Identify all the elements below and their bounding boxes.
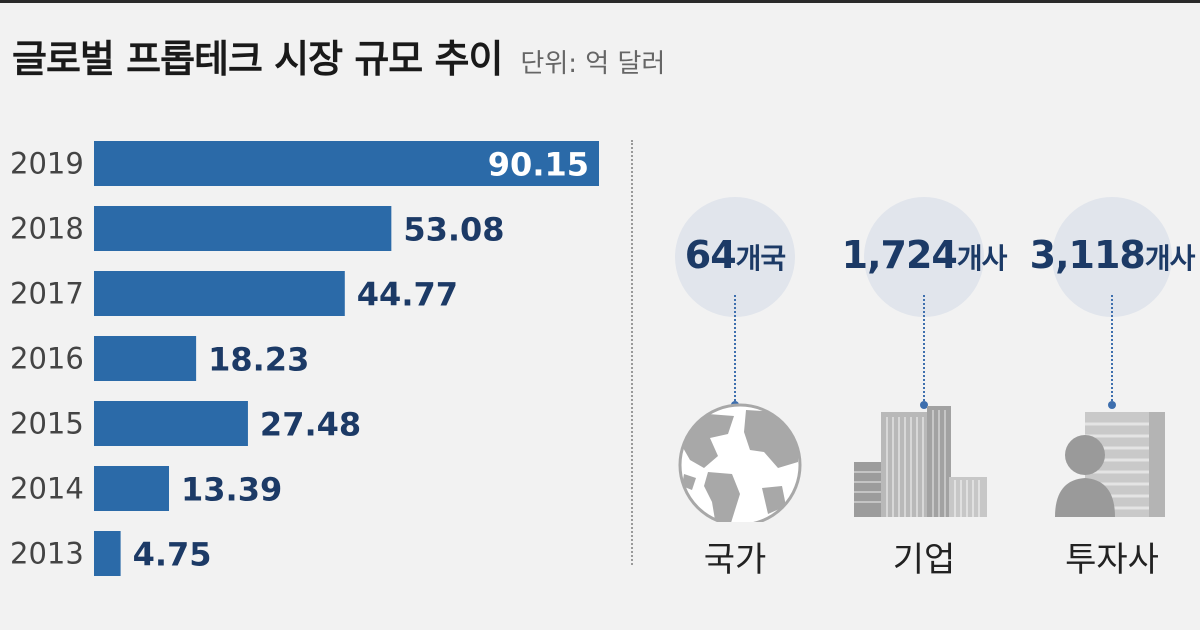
bar — [94, 206, 392, 251]
stat-suffix: 개사 — [1144, 242, 1196, 275]
bar-value-label: 18.23 — [208, 341, 309, 379]
top-rule — [0, 0, 1200, 3]
stat-value: 64개국 — [615, 233, 855, 277]
stat-label: 투자사 — [1065, 540, 1159, 580]
y-tick-label: 2014 — [10, 472, 84, 506]
stat-number: 64 — [684, 233, 737, 277]
y-tick-label: 2019 — [10, 147, 84, 181]
leader-dot — [1108, 401, 1116, 409]
stat-number: 1,724 — [841, 233, 958, 277]
leader-line — [923, 295, 925, 405]
stat-number: 3,118 — [1029, 233, 1146, 277]
y-tick-label: 2015 — [10, 407, 84, 441]
leader-line — [734, 295, 736, 405]
vertical-divider — [631, 140, 633, 565]
bar-value-label: 4.75 — [133, 536, 212, 574]
bar — [94, 531, 121, 576]
leader-dot — [920, 401, 928, 409]
globe-icon — [678, 403, 802, 522]
bar-value-label: 90.15 — [488, 146, 589, 184]
y-tick-label: 2018 — [10, 212, 84, 246]
chart-title: 글로벌 프롭테크 시장 규모 추이 — [12, 37, 503, 81]
y-tick-label: 2017 — [10, 277, 84, 311]
investor-icon — [1055, 412, 1165, 517]
stat-value: 1,724개사 — [804, 233, 1044, 277]
y-tick-label: 2013 — [10, 537, 84, 571]
bar-value-label: 13.39 — [181, 471, 282, 509]
stat-label: 국가 — [703, 540, 767, 580]
chart-header: 글로벌 프롭테크 시장 규모 추이 단위: 억 달러 — [12, 28, 665, 83]
bar-chart: 2019 90.15 2018 53.08 2017 44.77 2016 18.23 2015… — [10, 141, 599, 576]
chart-unit: 단위: 억 달러 — [520, 49, 666, 79]
bar — [94, 271, 345, 316]
bar — [94, 401, 248, 446]
bar — [94, 336, 197, 381]
stat-label: 기업 — [892, 540, 956, 580]
leader-line — [1111, 295, 1113, 405]
bar — [94, 141, 599, 186]
y-tick-label: 2016 — [10, 342, 84, 376]
stat-value: 3,118개사 — [992, 233, 1200, 277]
bar — [94, 466, 170, 511]
stat-suffix: 개국 — [735, 242, 787, 275]
stat-suffix: 개사 — [956, 242, 1008, 275]
buildings-icon — [854, 406, 987, 517]
bar-value-label: 44.77 — [357, 276, 458, 314]
bar-value-label: 27.48 — [260, 406, 361, 444]
bar-value-label: 53.08 — [403, 211, 504, 249]
